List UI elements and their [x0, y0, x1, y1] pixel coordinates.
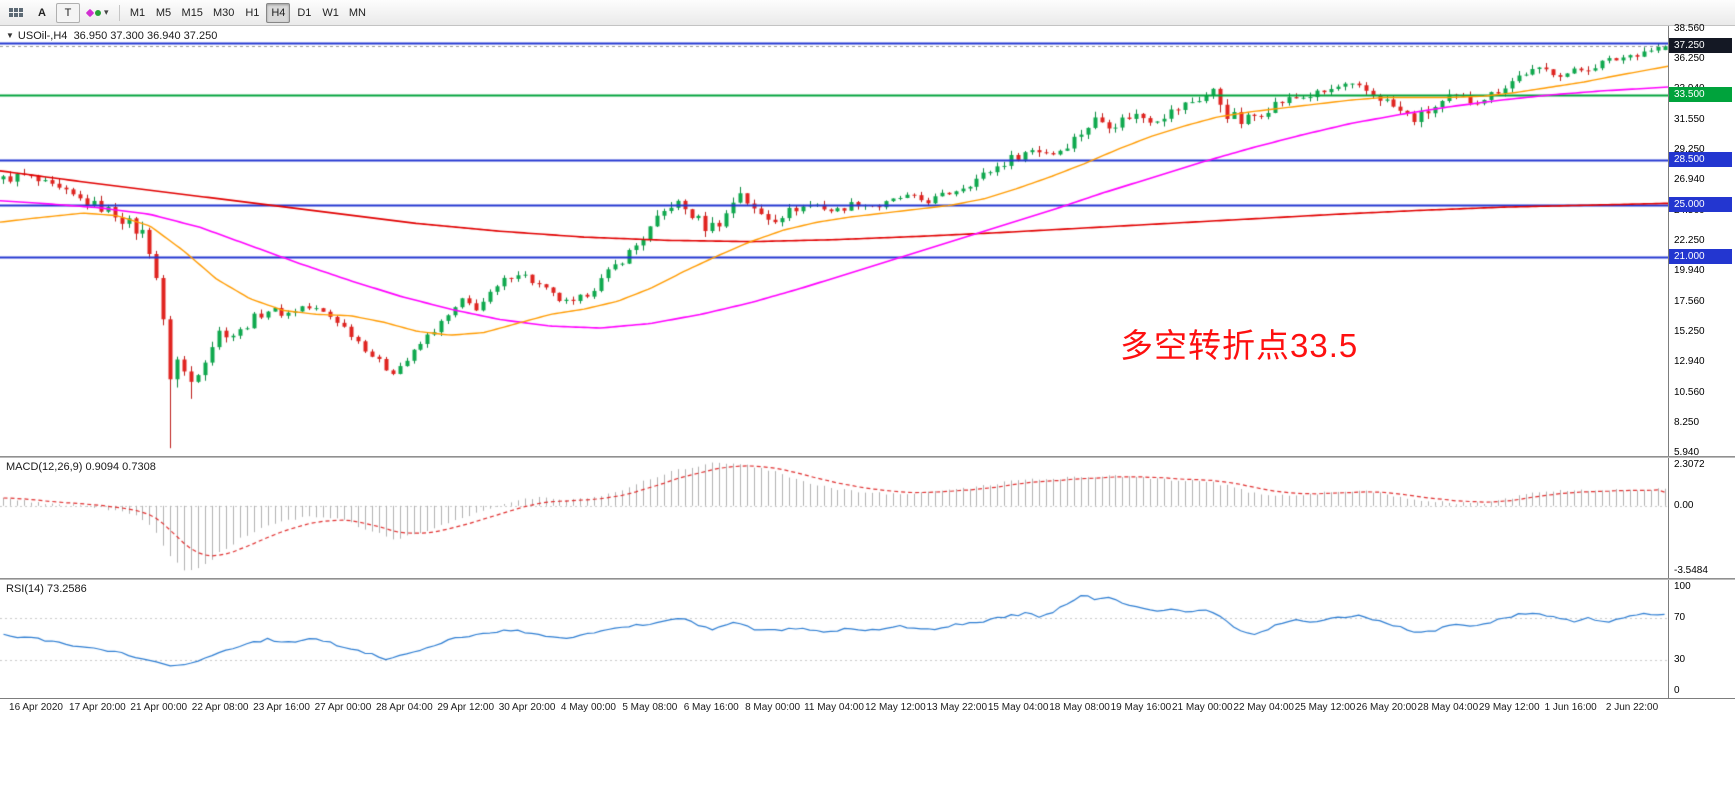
price-axis-label: 5.940 [1674, 446, 1700, 458]
diamond-icon [85, 8, 95, 17]
chart-ohlc-values: 36.950 37.300 36.940 37.250 [73, 30, 218, 42]
price-axis-label: 31.550 [1674, 114, 1705, 126]
time-axis-label: 29 Apr 12:00 [437, 702, 495, 713]
time-axis-label: 11 May 04:00 [804, 702, 864, 713]
rsi-axis-label: 100 [1674, 581, 1691, 592]
macd-axis-label: -3.5484 [1674, 565, 1708, 576]
timeframe-w1-button[interactable]: W1 [318, 3, 343, 23]
price-axis-label: 17.560 [1674, 295, 1705, 307]
one-click-trading-arrow-icon[interactable]: ▼ [6, 31, 14, 40]
price-axis-label: 15.250 [1674, 325, 1705, 337]
price-axis-label: 8.250 [1674, 416, 1700, 428]
timeframe-h4-button[interactable]: H4 [266, 2, 291, 23]
chart-symbol: USOil-,H4 [17, 30, 68, 42]
time-axis-label: 27 Apr 00:00 [314, 702, 372, 713]
price-axis-label: 19.940 [1674, 265, 1705, 276]
letter-t-button[interactable]: T [56, 2, 80, 23]
time-axis-label: 12 May 12:00 [865, 702, 926, 713]
toolbar-separator [118, 4, 120, 21]
rsi-axis-label: 70 [1674, 611, 1686, 623]
time-axis-label: 13 May 22:00 [926, 702, 988, 713]
time-axis-label: 18 May 08:00 [1049, 702, 1110, 713]
chevron-down-icon: ▾ [104, 7, 109, 17]
macd-chart[interactable] [0, 458, 1668, 578]
time-axis-label: 17 Apr 20:00 [69, 702, 126, 713]
green-line-badge: 33.500 [1669, 86, 1732, 102]
rsi-chart[interactable] [0, 580, 1668, 698]
rsi-panel: RSI(14) 73.2586 100 70 30 0 [0, 580, 1735, 698]
candlestick-chart[interactable] [0, 26, 1668, 456]
rsi-axis: 100 70 30 0 [1668, 580, 1735, 698]
time-axis-label: 29 May 12:00 [1478, 702, 1540, 713]
price-axis-label: 12.940 [1674, 355, 1705, 367]
time-axis-label: 8 May 00:00 [745, 702, 801, 713]
chart-annotation[interactable]: 多空转折点33.5 [1120, 327, 1359, 364]
current-price-badge: 37.250 [1669, 38, 1732, 54]
macd-axis-label: 2.3072 [1674, 459, 1705, 470]
timeframe-h1-button[interactable]: H1 [240, 3, 264, 23]
timeframe-m15-button[interactable]: M15 [178, 3, 207, 23]
time-axis-label: 6 May 16:00 [683, 702, 739, 713]
time-axis-label: 28 Apr 04:00 [375, 702, 433, 713]
letter-a-button[interactable]: A [30, 3, 54, 23]
time-axis-label: 28 May 04:00 [1417, 702, 1479, 713]
main-chart-panel: ▼ USOil-,H4 36.950 37.300 36.940 37.250 多… [0, 23, 1735, 458]
rsi-axis-label: 0 [1674, 685, 1680, 696]
macd-label: MACD(12,26,9) 0.9094 0.7308 [6, 461, 156, 473]
rsi-axis-label: 30 [1674, 654, 1686, 666]
macd-panel: MACD(12,26,9) 0.9094 0.7308 2.3072 0.00 -3… [0, 458, 1735, 578]
time-axis-label: 19 May 16:00 [1110, 702, 1172, 713]
time-axis-label: 1 Jun 16:00 [1544, 702, 1597, 713]
price-axis: 38.56036.25033.94031.55029.25026.94024.5… [1668, 23, 1735, 458]
chart-grid-button[interactable] [4, 3, 28, 23]
price-axis-label: 36.250 [1674, 53, 1705, 65]
timeframe-mn-button[interactable]: MN [345, 3, 370, 23]
panel-separator[interactable] [0, 456, 1735, 458]
time-axis-label: 21 May 00:00 [1171, 702, 1233, 713]
macd-axis: 2.3072 0.00 -3.5484 [1668, 458, 1735, 578]
time-axis-label: 21 Apr 00:00 [130, 702, 188, 713]
price-axis-label: 29.250 [1674, 144, 1705, 156]
toolbar: A T ▾ M1 M5 M15 M30 H1 H4 D1 W1 MN [0, 0, 1735, 26]
time-axis-label: 5 May 08:00 [622, 702, 678, 713]
dot-icon [95, 9, 101, 16]
blue-line-badge-21000: 21.000 [1669, 249, 1732, 265]
timeframe-m1-button[interactable]: M1 [126, 3, 150, 23]
macd-axis-label: 0.00 [1674, 499, 1694, 511]
chart-title: ▼ USOil-,H4 36.950 37.300 36.940 37.250 [6, 30, 217, 42]
rsi-label: RSI(14) 73.2586 [6, 583, 87, 595]
time-axis-label: 15 May 04:00 [987, 702, 1049, 713]
time-axis-label: 22 Apr 08:00 [191, 702, 249, 713]
price-axis-label: 10.560 [1674, 386, 1705, 398]
time-axis-label: 26 May 20:00 [1356, 702, 1417, 713]
time-axis-label: 4 May 00:00 [560, 702, 616, 713]
time-axis-label: 16 Apr 2020 [9, 702, 63, 713]
time-axis-label: 30 Apr 20:00 [498, 702, 556, 713]
time-axis-label: 25 May 12:00 [1294, 702, 1356, 713]
price-axis-label: 26.940 [1674, 174, 1705, 186]
time-axis-label: 22 May 04:00 [1233, 702, 1294, 713]
blue-line-badge-25000: 25.000 [1669, 197, 1732, 213]
timeframe-m5-button[interactable]: M5 [152, 3, 176, 23]
price-axis-label: 38.560 [1674, 23, 1705, 35]
timeframe-d1-button[interactable]: D1 [292, 3, 316, 23]
panel-separator[interactable] [0, 578, 1735, 580]
time-axis-label: 2 Jun 22:00 [1605, 702, 1659, 713]
shapes-dropdown-button[interactable]: ▾ [82, 3, 113, 23]
grid-icon [9, 8, 23, 17]
blue-line-badge-28500: 28.500 [1669, 151, 1732, 167]
time-axis: 16 Apr 2020 17 Apr 20:00 21 Apr 00:00 22 Ap… [0, 698, 1735, 718]
price-axis-label: 22.250 [1674, 235, 1705, 246]
bottom-filler [0, 718, 1735, 794]
time-axis-label: 23 Apr 16:00 [253, 702, 310, 713]
timeframe-m30-button[interactable]: M30 [209, 3, 238, 23]
